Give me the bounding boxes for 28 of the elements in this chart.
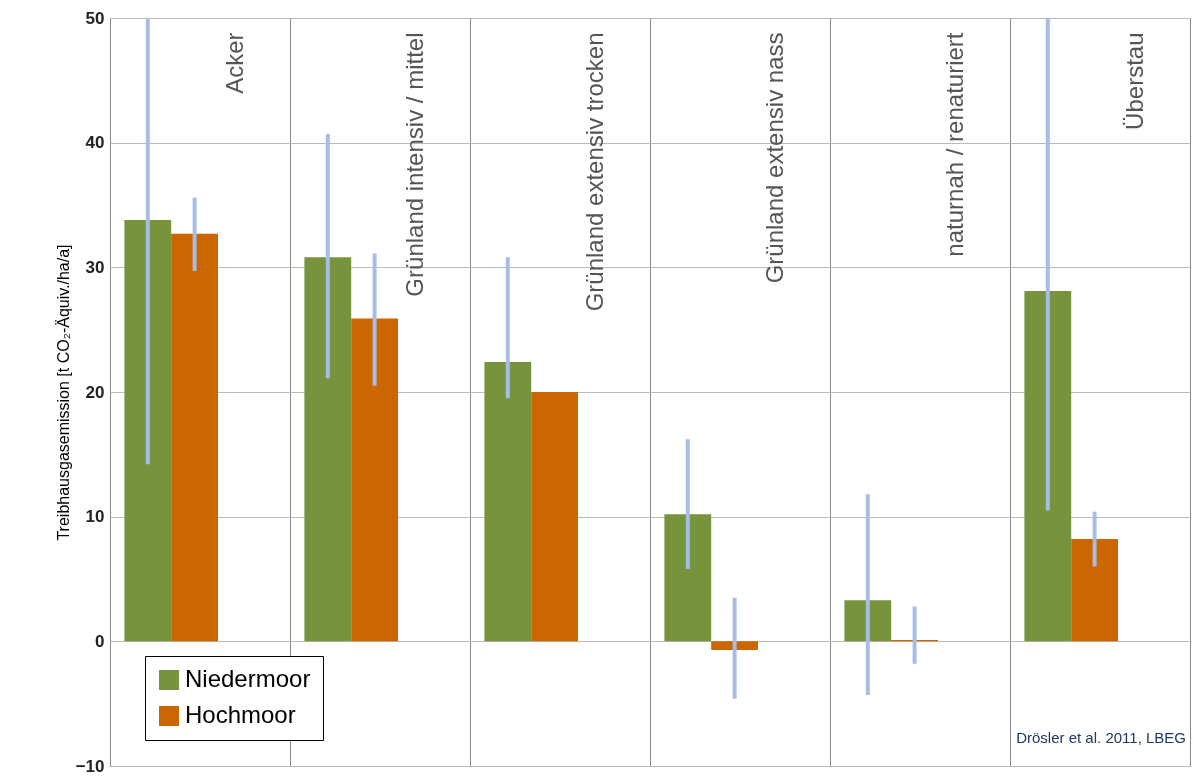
x-tick-label: Überstau	[1121, 32, 1148, 130]
bar	[711, 641, 758, 651]
bar	[1024, 291, 1072, 642]
y-tick-label: 0	[95, 631, 105, 651]
bar	[171, 233, 218, 642]
y-tick-label: 50	[85, 8, 105, 28]
y-tick-label: 40	[85, 133, 105, 153]
bar	[484, 362, 532, 642]
y-tick-label: 10	[85, 507, 105, 527]
bar	[844, 600, 892, 642]
x-tick-label: Grünland extensiv trocken	[581, 32, 608, 312]
y-tick-label: 20	[85, 382, 105, 402]
y-axis-title: Treibhausgasemission [t CO₂-Äquiv./ha/a]	[54, 244, 72, 541]
bar	[304, 257, 352, 642]
bar	[664, 514, 712, 642]
legend-label: Hochmoor	[185, 701, 296, 728]
y-tick-label: −10	[75, 756, 105, 776]
legend-label: Niedermoor	[185, 665, 311, 692]
x-tick-label: naturnah / renaturiert	[941, 32, 968, 257]
x-tick-label: Acker	[221, 32, 248, 94]
bar	[124, 219, 172, 642]
x-tick-label: Grünland extensiv nass	[761, 32, 788, 284]
bar	[531, 392, 578, 642]
bar	[351, 318, 398, 642]
annotation: Drösler et al. 2011, LBEG	[1016, 729, 1186, 746]
bar	[1071, 539, 1118, 642]
x-tick-label: Grünland intensiv / mittel	[401, 32, 428, 297]
y-tick-label: 30	[85, 257, 105, 277]
